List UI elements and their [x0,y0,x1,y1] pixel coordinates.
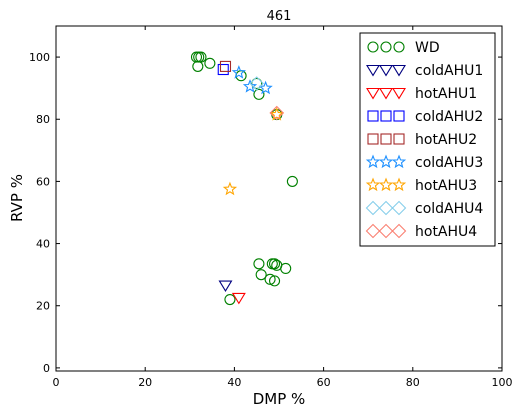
point-hotAHU3-1 [269,107,284,121]
point-hotAHU4-0 [269,105,285,121]
point-WD-9 [286,175,298,187]
legend-marker-hotAHU4-1 [378,223,394,239]
y-tick-label-100: 100 [29,51,50,64]
legend-marker-coldAHU3-1 [378,154,394,169]
point-WD-4 [204,57,216,69]
legend: WD coldAHU1 hotAHU1 coldAHU2 hotAHU2 coldAHU3… [359,32,496,247]
legend-marker-hotAHU1-0 [366,87,380,100]
x-tick-label-80: 80 [406,376,420,389]
legend-marker-WD-2 [393,41,405,53]
legend-label-WD: WD [415,40,440,56]
legend-label-coldAHU4: coldAHU4 [415,201,483,217]
legend-marker-hotAHU4-2 [391,223,407,239]
legend-marker-hotAHU2-1 [380,133,392,145]
legend-marker-WD-0 [367,41,379,53]
legend-marker-coldAHU4-1 [378,200,394,216]
legend-marker-coldAHU4-0 [365,200,381,216]
x-tick-label-40: 40 [227,376,241,389]
point-WD-3 [192,60,204,72]
point-WD-11 [255,269,267,281]
legend-marker-hotAHU1-2 [392,87,406,100]
point-WD-7 [253,88,265,100]
x-tick-label-100: 100 [492,376,513,389]
point-hotAHU2-0 [219,60,232,72]
legend-marker-coldAHU1-2 [392,64,406,77]
point-WD-10 [253,258,265,270]
legend-label-hotAHU4: hotAHU4 [415,224,477,240]
legend-label-coldAHU3: coldAHU3 [415,155,483,171]
legend-marker-coldAHU1-1 [379,64,393,77]
legend-label-coldAHU2: coldAHU2 [415,109,483,125]
axes: 0 20 40 60 80 100 0 20 40 60 80 100 [29,26,513,389]
legend-marker-hotAHU2-2 [393,133,405,145]
x-tick-label-60: 60 [317,376,331,389]
legend-marker-WD-1 [380,41,392,53]
legend-label-hotAHU1: hotAHU1 [415,86,477,102]
legend-marker-hotAHU1-1 [379,87,393,100]
legend-marker-coldAHU2-0 [367,110,379,122]
legend-marker-coldAHU2-1 [380,110,392,122]
point-hotAHU3-0 [222,181,238,196]
legend-label-hotAHU2: hotAHU2 [415,132,477,148]
point-WD-18 [224,293,236,306]
data-points [190,51,298,306]
legend-marker-coldAHU2-2 [393,110,405,122]
point-WD-13 [268,258,281,270]
y-tick-label-40: 40 [36,238,50,251]
legend-marker-hotAHU4-0 [365,223,381,239]
point-coldAHU2-0 [217,63,229,76]
point-coldAHU3-2 [258,80,273,95]
legend-label-hotAHU3: hotAHU3 [415,178,477,194]
legend-marker-coldAHU4-2 [391,200,407,216]
plot-area-frame [55,25,503,372]
point-WD-15 [280,262,292,274]
legend-marker-hotAHU2-0 [367,133,379,145]
x-axis-label: DMP % [253,390,306,408]
point-WD-16 [264,273,276,285]
point-coldAHU3-0 [231,65,247,79]
point-hotAHU1-0 [231,292,246,305]
legend-label-coldAHU1: coldAHU1 [415,63,483,79]
y-tick-label-80: 80 [36,113,50,126]
legend-marker-coldAHU1-0 [366,64,380,77]
point-WD-1 [193,51,205,63]
y-tick-label-0: 0 [43,362,50,375]
legend-marker-hotAHU3-0 [365,177,381,192]
point-WD-17 [268,275,281,287]
y-axis-label: RVP % [8,174,26,222]
legend-marker-hotAHU3-2 [391,177,407,192]
point-coldAHU4-0 [249,76,264,91]
chart-title: 461 [267,9,292,24]
legend-marker-coldAHU3-0 [365,154,381,169]
point-coldAHU1-0 [218,280,233,292]
x-tick-label-0: 0 [53,376,60,389]
y-tick-label-60: 60 [36,175,50,188]
y-tick-label-20: 20 [36,300,50,313]
legend-marker-hotAHU3-1 [378,177,394,192]
legend-marker-coldAHU3-2 [391,154,407,169]
x-tick-label-20: 20 [138,376,152,389]
point-coldAHU3-1 [242,79,258,93]
